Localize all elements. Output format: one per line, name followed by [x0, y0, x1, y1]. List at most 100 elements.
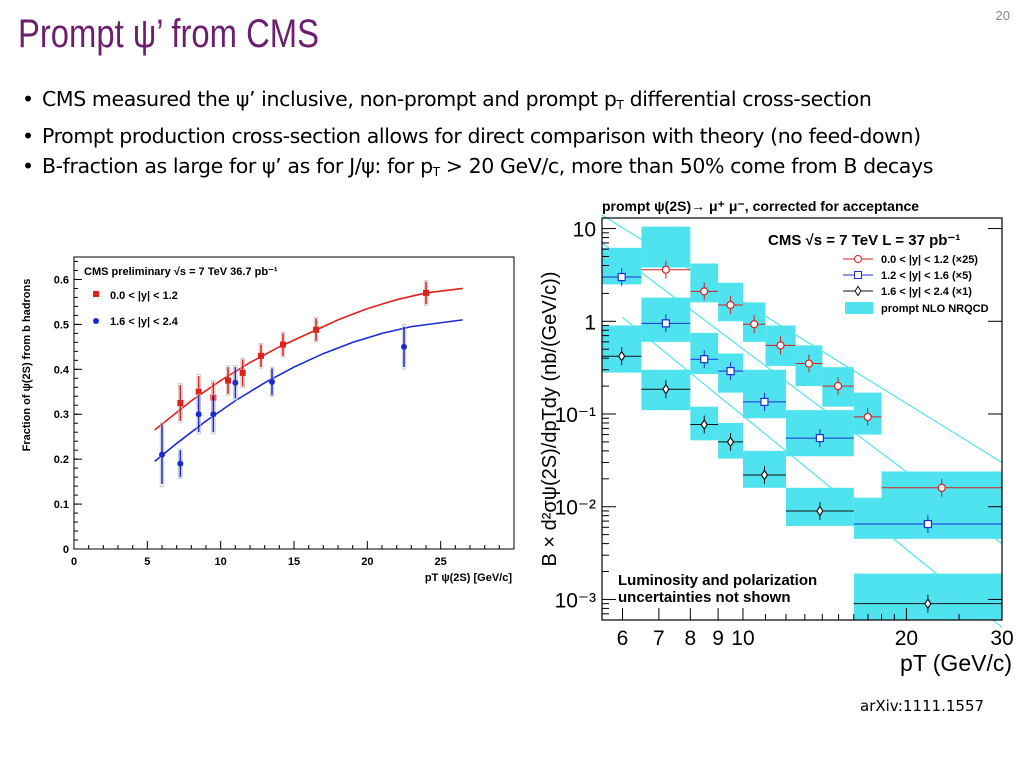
bullet-item: Prompt production cross-section allows f…: [22, 121, 933, 152]
x-tick-label: 15: [288, 556, 300, 568]
y-tick-label: 1: [584, 311, 596, 334]
y-tick-label: 0.6: [54, 274, 69, 286]
chart-title: prompt ψ(2S)→ μ⁺ μ⁻, corrected for accep…: [602, 198, 919, 214]
bullet-item: CMS measured the ψ’ inclusive, non-promp…: [22, 84, 933, 121]
y-tick-label: 0.3: [54, 409, 69, 421]
x-axis-label: pT ψ(2S) [GeV/c]: [425, 572, 512, 584]
data-point: [804, 359, 814, 368]
x-tick-label: 10: [731, 627, 754, 650]
data-point: [937, 483, 946, 492]
data-point: [923, 519, 932, 529]
data-point: [239, 369, 246, 376]
y-tick-label: 10⁻¹: [555, 404, 596, 427]
data-point: [726, 436, 735, 448]
data-point: [280, 341, 286, 348]
legend-marker: [854, 255, 862, 263]
data-point: [924, 598, 932, 610]
legend: 0.0 < |y| < 1.2 (×25) 1.2 < |y| < 1.6 (×5…: [843, 254, 989, 315]
fit-curve: [154, 319, 463, 463]
data-points: [602, 260, 1002, 613]
data-point: [225, 377, 231, 384]
data-point: [750, 320, 759, 329]
data-point: [760, 397, 769, 407]
annotation-text: Luminosity and polarization: [618, 572, 817, 589]
x-tick-label: 10: [215, 556, 227, 568]
data-point: [776, 341, 785, 350]
data-point: [661, 265, 670, 274]
subscript: T: [432, 165, 440, 179]
data-point: [401, 343, 407, 350]
data-point: [833, 381, 843, 391]
y-tick-label: 0.5: [54, 319, 69, 331]
x-tick-label: 20: [361, 556, 373, 568]
annotation-text: uncertainties not shown: [618, 589, 791, 606]
tick-labels: 6 7 8 9 10 20 30 10 1 10⁻¹ 10⁻² 10⁻³: [555, 219, 1014, 650]
data-point: [269, 378, 275, 385]
data-point: [815, 433, 824, 443]
legend-marker-blue: [93, 318, 99, 324]
bullet-item: B-fraction as large for ψ’ as for J/ψ: f…: [22, 151, 933, 188]
subscript: T: [616, 98, 624, 112]
data-points: [159, 280, 429, 488]
legend-marker-red: [93, 291, 99, 297]
y-tick-label: 10: [573, 219, 596, 242]
x-tick-label: 9: [712, 627, 724, 650]
data-point: [617, 272, 626, 282]
data-point: [700, 355, 709, 364]
legend-marker: [854, 271, 862, 279]
data-point: [423, 289, 429, 296]
fit-curve: [154, 287, 463, 431]
y-tick-label: 10⁻²: [555, 497, 596, 520]
data-point: [760, 469, 769, 481]
data-point: [232, 379, 239, 386]
chart-title: CMS preliminary √s = 7 TeV 36.7 pb⁻¹: [84, 266, 278, 278]
x-axis-label: pT (GeV/c): [900, 650, 1012, 676]
legend-marker: [854, 285, 862, 297]
data-point: [177, 400, 184, 406]
data-point: [700, 287, 709, 296]
b-fraction-chart: 0 5 10 15 20 25 0 0.1 0.2 0.3 0.4 0.5 0.6 CMS prelim…: [21, 256, 515, 584]
chart-subtitle: CMS √s = 7 TeV L = 37 pb⁻¹: [768, 232, 960, 249]
y-axis-label: B × d²σψ(2S)/dpTdy (nb/(GeV/c)): [539, 271, 561, 566]
tick-labels: 0 5 10 15 20 25 0 0.1 0.2 0.3 0.4 0.5 0.6: [54, 274, 447, 568]
legend-label-red: 0.0 < |y| < 1.2: [110, 290, 178, 302]
tick-marks: [73, 260, 500, 550]
data-point: [159, 451, 165, 458]
data-point: [617, 350, 626, 362]
data-point: [195, 388, 202, 395]
data-point: [210, 411, 217, 418]
nrqcd-line: [622, 316, 1003, 628]
x-tick-label: 5: [144, 556, 150, 568]
data-point: [816, 505, 824, 517]
data-point: [661, 319, 670, 328]
data-point: [726, 300, 735, 310]
x-tick-label: 25: [435, 556, 447, 568]
nrqcd-line: [601, 242, 1003, 545]
data-point: [258, 352, 264, 359]
data-point: [863, 412, 872, 422]
citation: arXiv:1111.1557: [860, 697, 985, 715]
bullet-list: CMS measured the ψ’ inclusive, non-promp…: [22, 84, 933, 188]
y-axis-label: Fraction of ψ(2S) from b hadrons: [21, 279, 33, 452]
x-tick-label: 6: [617, 627, 629, 650]
y-tick-label: 0: [63, 544, 69, 556]
legend-label-blue: 1.6 < |y| < 2.4: [110, 316, 179, 328]
legend-label: prompt NLO NRQCD: [881, 303, 989, 315]
legend-label: 1.2 < |y| < 1.6 (×5): [881, 270, 972, 282]
x-tick-label: 0: [71, 556, 77, 568]
data-point: [195, 411, 202, 418]
data-point: [662, 383, 670, 395]
x-tick-label: 7: [653, 627, 665, 650]
slide-title: Prompt ψ’ from CMS: [18, 12, 320, 56]
x-tick-label: 8: [685, 627, 697, 650]
data-point: [313, 326, 319, 333]
cross-section-chart: 6 7 8 9 10 20 30 10 1 10⁻¹ 10⁻² 10⁻³ prompt ψ(2S)→ …: [539, 198, 1014, 676]
y-tick-label: 0.1: [54, 499, 69, 511]
y-tick-label: 0.4: [54, 364, 70, 376]
legend-label: 0.0 < |y| < 1.2 (×25): [881, 254, 978, 266]
annotation: Luminosity and polarization uncertaintie…: [618, 572, 821, 606]
legend-marker: [845, 302, 873, 314]
data-point: [726, 367, 735, 376]
x-tick-label: 30: [990, 627, 1013, 650]
nrqcd-line: [601, 214, 1003, 463]
